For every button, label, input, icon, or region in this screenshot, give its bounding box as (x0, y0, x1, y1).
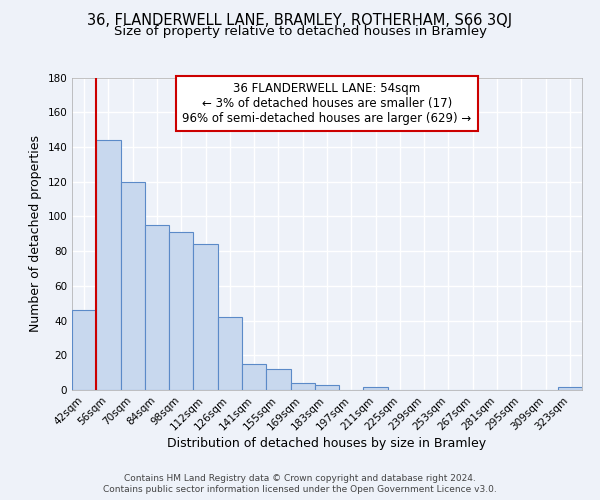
Bar (364, 386, 388, 390)
Bar (290, 383, 315, 390)
Bar (121, 182, 145, 390)
Bar (169, 232, 193, 390)
Bar (315, 385, 339, 390)
Y-axis label: Number of detached properties: Number of detached properties (29, 135, 42, 332)
Bar (145, 225, 169, 390)
Bar (242, 364, 266, 390)
Bar (193, 244, 218, 390)
Bar (96, 140, 121, 390)
Text: 36 FLANDERWELL LANE: 54sqm
← 3% of detached houses are smaller (17)
96% of semi-: 36 FLANDERWELL LANE: 54sqm ← 3% of detac… (182, 82, 472, 125)
Text: Size of property relative to detached houses in Bramley: Size of property relative to detached ho… (113, 25, 487, 38)
Text: 36, FLANDERWELL LANE, BRAMLEY, ROTHERHAM, S66 3QJ: 36, FLANDERWELL LANE, BRAMLEY, ROTHERHAM… (88, 12, 512, 28)
Bar (558, 386, 582, 390)
Bar (72, 310, 96, 390)
Text: Contains HM Land Registry data © Crown copyright and database right 2024.
Contai: Contains HM Land Registry data © Crown c… (103, 474, 497, 494)
X-axis label: Distribution of detached houses by size in Bramley: Distribution of detached houses by size … (167, 438, 487, 450)
Bar (218, 317, 242, 390)
Bar (266, 369, 290, 390)
